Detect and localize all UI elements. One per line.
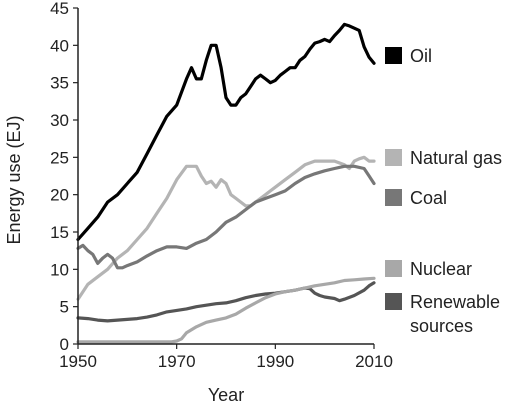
axis-ticks: 0 5 10 15 20 25 30 35 40 45 1950 1970 1990 2010 [50, 0, 393, 371]
legend-swatch-coal [385, 189, 402, 206]
legend: Oil Natural gas Coal Nuclear Renewable source… [385, 46, 502, 336]
legend-swatch-nuclear [385, 260, 402, 277]
y-tick-label: 35 [50, 74, 69, 93]
x-tick-label: 1950 [59, 352, 97, 371]
x-tick-label: 1970 [158, 352, 196, 371]
series-line-nuclear [76, 276, 376, 344]
legend-swatch-renewable-sources [385, 293, 402, 310]
y-tick-label: 25 [50, 148, 69, 167]
legend-label-coal: Coal [410, 188, 447, 208]
x-tick-label: 2010 [355, 352, 393, 371]
y-tick-label: 5 [60, 298, 69, 317]
y-tick-label: 10 [50, 260, 69, 279]
series-lines [76, 22, 376, 344]
y-tick-label: 45 [50, 0, 69, 18]
x-tick-label: 1990 [256, 352, 294, 371]
axes [77, 8, 374, 345]
legend-swatch-natural-gas [385, 149, 402, 166]
legend-label-nuclear: Nuclear [410, 259, 472, 279]
y-tick-label: 40 [50, 36, 69, 55]
legend-swatch-oil [385, 47, 402, 64]
legend-label-renewable-sources: Renewable sources [410, 292, 500, 336]
y-axis-title: Energy use (EJ) [4, 115, 24, 244]
y-tick-label: 0 [60, 335, 69, 354]
legend-label-natural-gas: Natural gas [410, 148, 502, 168]
series-line-natural-gas [76, 155, 376, 301]
legend-label-oil: Oil [410, 46, 432, 66]
x-axis-title: Year [208, 385, 244, 405]
series-line-renewable-sources [76, 281, 376, 323]
y-tick-label: 30 [50, 111, 69, 130]
y-tick-label: 20 [50, 186, 69, 205]
series-line-oil [76, 22, 376, 242]
y-tick-label: 15 [50, 223, 69, 242]
series-line-coal [76, 164, 376, 270]
